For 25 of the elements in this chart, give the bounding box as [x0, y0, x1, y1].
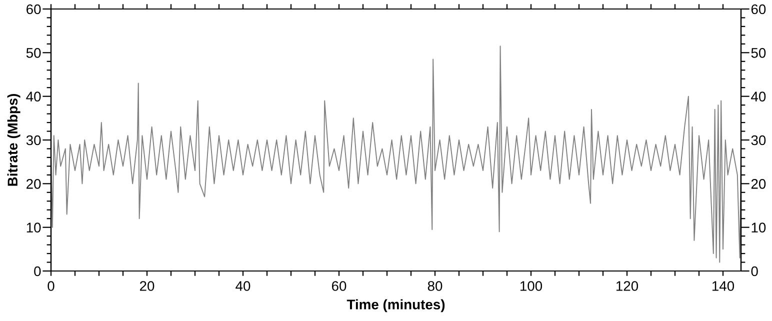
x-axis-title: Time (minutes)	[346, 299, 445, 312]
y2-tick-label: 30	[751, 135, 766, 146]
x-tick-label: 140	[712, 281, 734, 291]
x-tick-label: 40	[236, 281, 250, 291]
y-tick-label: 20	[26, 179, 41, 189]
x-tick-label: 80	[428, 281, 442, 291]
x-tick-label: 60	[332, 281, 346, 291]
y-tick-label: 30	[26, 135, 41, 146]
y-axis-title: Bitrate (Mbps)	[7, 94, 20, 186]
y2-tick-label: 0	[751, 266, 758, 276]
line-series	[51, 46, 741, 263]
x-tick-label: 100	[520, 281, 542, 291]
y-tick-label: 0	[34, 266, 41, 276]
y-tick-label: 60	[26, 4, 41, 14]
y-tick-label: 50	[26, 48, 41, 58]
y2-tick-label: 60	[751, 4, 766, 14]
y2-tick-label: 50	[751, 48, 766, 58]
y2-tick-label: 40	[751, 92, 766, 102]
y2-tick-label: 10	[752, 222, 766, 233]
x-tick-label: 0	[48, 281, 54, 291]
x-tick-label: 120	[616, 281, 638, 291]
x-tick-label: 20	[140, 281, 154, 291]
y2-tick-label: 20	[751, 179, 766, 189]
y-tick-label: 40	[26, 92, 41, 102]
y-tick-label: 10	[26, 222, 41, 233]
